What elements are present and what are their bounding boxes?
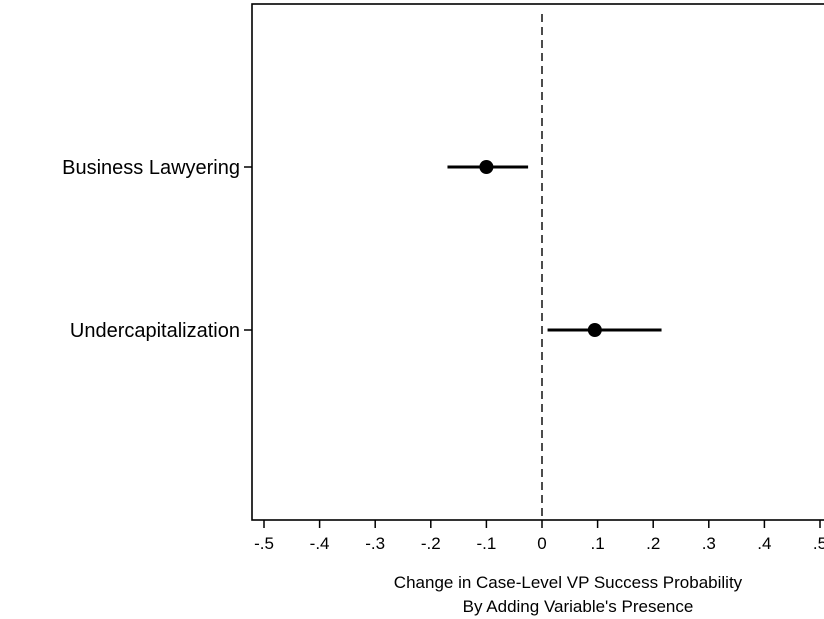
x-tick-label: -.1 <box>476 534 496 553</box>
point-estimate <box>479 160 494 174</box>
y-tick-label: Business Lawyering <box>62 157 240 179</box>
x-tick-label: .1 <box>591 534 605 553</box>
x-axis-title-line-1: Change in Case-Level VP Success Probabil… <box>394 573 743 592</box>
y-axis: Business Lawyering Undercapitalization <box>62 157 252 342</box>
point-estimate <box>587 323 602 337</box>
x-tick-label: -.2 <box>421 534 441 553</box>
x-tick-label: -.4 <box>310 534 330 553</box>
plot-frame <box>251 3 824 521</box>
data-marks <box>447 160 662 337</box>
x-tick-label: -.5 <box>254 534 274 553</box>
y-tick-label: Undercapitalization <box>70 320 240 342</box>
x-tick-label: .5 <box>813 534 824 553</box>
x-tick-label: -.3 <box>365 534 385 553</box>
x-axis: -.5 -.4 -.3 -.2 -.1 0 .1 .2 .3 .4 .5 <box>254 520 824 553</box>
x-tick-label: .4 <box>757 534 771 553</box>
x-tick-label: .2 <box>646 534 660 553</box>
x-tick-label: .3 <box>702 534 716 553</box>
x-axis-title-line-2: By Adding Variable's Presence <box>463 597 694 616</box>
x-tick-label: 0 <box>537 534 546 553</box>
